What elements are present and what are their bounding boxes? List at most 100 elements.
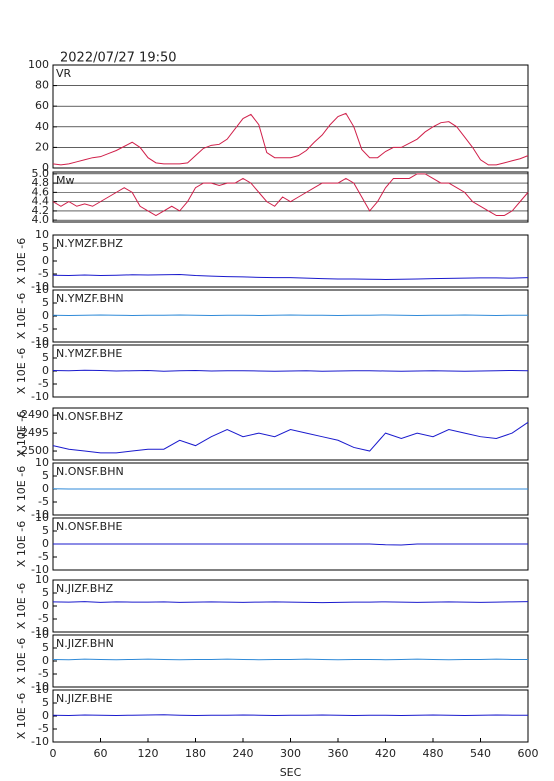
y-tick-label: 10 [35,456,49,469]
x-tick-label: 240 [233,747,254,760]
y-tick-label: -10 [31,563,49,576]
y-tick-label: -10 [31,508,49,521]
panel-label: N.ONSF.BHZ [56,410,123,423]
panel-frame [52,407,529,461]
data-line [52,658,528,661]
data-line [52,421,529,454]
y-tick-label: 0 [42,537,49,550]
y-axis-label: X 10E -6 [15,521,28,567]
y-tick-label: 10 [35,511,49,524]
y-tick-label: -10 [31,735,49,748]
y-axis-label: X 10E -6 [15,638,28,684]
panel-frame [52,634,529,688]
y-axis-label: X 10E -6 [15,466,28,512]
data-line [53,543,528,546]
y-tick-label: 0 [42,254,49,267]
y-tick-label: 4.2 [32,204,50,217]
y-tick-label: -5 [38,667,49,680]
x-tick-label: 480 [423,747,444,760]
panel-frame [52,171,529,223]
y-tick-label: -5 [38,377,49,390]
y-tick-label: -2490 [17,408,49,421]
y-tick-label: 4.6 [32,185,50,198]
panel-label: N.YMZF.BHE [56,347,122,360]
y-tick-label: 0 [42,161,49,174]
x-tick-label: 420 [375,747,396,760]
data-line [52,601,529,604]
y-tick-label: -5 [38,322,49,335]
panel-label: Mw [56,174,75,187]
data-line [52,314,528,316]
panel-label: N.JIZF.BHE [56,692,113,705]
y-tick-label: -5 [38,267,49,280]
data-line [52,274,529,280]
y-tick-label: 5 [42,351,49,364]
y-axis-label: X 10E -6 [15,238,28,284]
panel-label: N.YMZF.BHZ [56,237,123,250]
y-tick-label: 0 [42,654,49,667]
y-tick-label: 5 [42,469,49,482]
y-tick-label: -5 [38,722,49,735]
data-line [52,173,529,217]
y-axis-label: X 10E -6 [15,583,28,629]
x-tick-label: 120 [138,747,159,760]
y-tick-label: 5 [42,641,49,654]
y-tick-label: 5 [42,524,49,537]
y-tick-label: 0 [42,364,49,377]
y-axis-label: X 10E -6 [15,293,28,339]
y-tick-label: 60 [35,99,49,112]
y-tick-label: 100 [28,58,49,71]
y-tick-label: -10 [31,280,49,293]
y-axis-label: X 10E -6 [15,693,28,739]
y-tick-label: -10 [31,335,49,348]
y-tick-label: 5 [42,241,49,254]
y-tick-label: -10 [31,625,49,638]
panel-label: VR [56,67,72,80]
y-tick-label: 0 [42,709,49,722]
y-tick-label: 0 [42,599,49,612]
data-line [52,369,529,372]
panel-label: N.YMZF.BHN [56,292,124,305]
y-tick-label: -2495 [17,426,49,439]
data-line [52,112,529,166]
x-tick-label: 180 [185,747,206,760]
x-tick-label: 300 [280,747,301,760]
y-axis-label: X 10E -6 [15,411,28,457]
panel-frame [52,579,529,633]
y-tick-label: 10 [35,573,49,586]
y-tick-label: 5 [42,696,49,709]
x-tick-label: 60 [94,747,108,760]
y-tick-label: 40 [35,120,49,133]
y-tick-label: 10 [35,228,49,241]
y-tick-label: 5 [42,586,49,599]
panel-frame [52,289,529,343]
y-tick-label: 5.0 [32,167,50,180]
panel-label: N.JIZF.BHN [56,637,114,650]
chart-title: 2022/07/27 19:50 [60,51,177,66]
y-tick-label: 20 [35,140,49,153]
y-tick-label: -2500 [17,444,49,457]
x-tick-label: 600 [518,747,539,760]
panel-label: N.ONSF.BHN [56,465,124,478]
y-tick-label: 0 [42,309,49,322]
y-tick-label: -10 [31,390,49,403]
data-line [52,714,528,716]
y-tick-label: 10 [35,338,49,351]
y-axis-label: X 10E -6 [15,348,28,394]
panel-label: N.JIZF.BHZ [56,582,114,595]
y-tick-label: 0 [42,482,49,495]
x-axis-label: SEC [280,766,302,779]
y-tick-label: 80 [35,79,49,92]
x-tick-label: 360 [328,747,349,760]
y-tick-label: 4.0 [32,213,50,226]
y-tick-label: 5 [42,296,49,309]
y-tick-label: -10 [31,680,49,693]
x-tick-label: 0 [50,747,57,760]
x-tick-label: 540 [470,747,491,760]
y-tick-label: -5 [38,550,49,563]
y-tick-label: -5 [38,495,49,508]
panel-frame [52,689,529,743]
y-tick-label: 10 [35,683,49,696]
y-tick-label: 10 [35,628,49,641]
